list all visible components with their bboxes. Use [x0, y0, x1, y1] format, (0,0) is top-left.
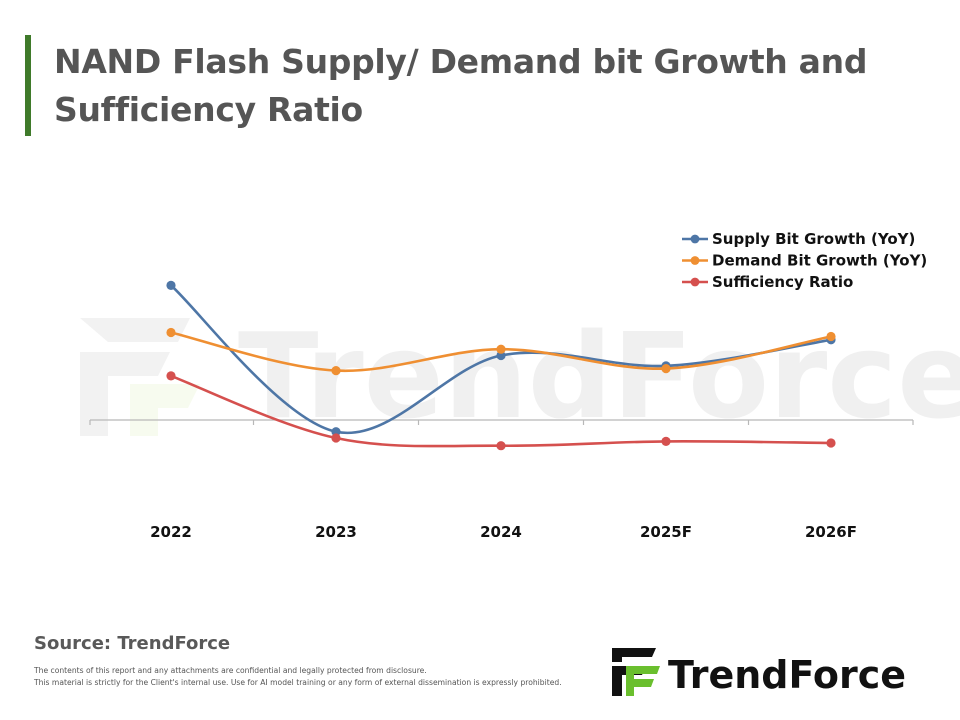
trendforce-logo: TrendForce: [612, 648, 906, 697]
watermark-logo-icon: [80, 318, 190, 342]
disclaimer-line-1: The contents of this report and any atta…: [34, 666, 427, 675]
legend-label-demand-bit-growth: Demand Bit Growth (YoY): [712, 252, 927, 270]
legend-marker-supply-bit-growth: [690, 234, 700, 244]
demand-bit-growth-point: [331, 366, 341, 376]
sufficiency-ratio-point: [166, 371, 176, 381]
watermark-text: TrendForce: [238, 307, 960, 445]
line-chart: TrendForce 2022 2023 2024 2025F 2026F Supply…: [80, 230, 960, 541]
demand-bit-growth-point: [661, 364, 671, 374]
source-note: Source: TrendForce: [34, 633, 231, 654]
supply-bit-growth-point: [166, 280, 176, 290]
x-tick-label: 2022: [150, 523, 192, 541]
sufficiency-ratio-point: [496, 441, 506, 451]
logo-mark-icon: [626, 666, 660, 696]
demand-bit-growth-point: [496, 344, 506, 354]
title-accent-bar: [25, 35, 31, 136]
brand-name: TrendForce: [668, 653, 906, 697]
x-tick-label: 2025F: [640, 523, 692, 541]
watermark-logo-icon: [130, 384, 200, 436]
x-tick-label: 2026F: [805, 523, 857, 541]
legend-label-sufficiency-ratio: Sufficiency Ratio: [712, 273, 853, 291]
demand-bit-growth-point: [166, 327, 176, 338]
x-tick-label: 2024: [480, 523, 522, 541]
demand-bit-growth-point: [826, 331, 836, 342]
watermark-logo-icon: [80, 352, 170, 436]
x-tick-label: 2023: [315, 523, 357, 541]
supply-bit-growth-line: [169, 284, 833, 435]
disclaimer-line-2: This material is strictly for the Client…: [34, 678, 562, 687]
series-points: [166, 280, 836, 451]
legend: Supply Bit Growth (YoY) Demand Bit Growth…: [682, 230, 927, 291]
supply-bit-growth-point: [496, 350, 506, 361]
sufficiency-ratio-point: [826, 438, 836, 448]
trendforce-watermark: TrendForce: [80, 307, 960, 445]
legend-label-supply-bit-growth: Supply Bit Growth (YoY): [712, 230, 915, 248]
sufficiency-ratio-point: [331, 433, 341, 443]
supply-bit-growth-point: [331, 427, 341, 437]
chart-title: NAND Flash Supply/ Demand bit Growth and…: [54, 42, 868, 129]
logo-mark-icon: [612, 648, 656, 662]
legend-marker-sufficiency-ratio: [690, 277, 700, 287]
x-tick-labels: 2022 2023 2024 2025F 2026F: [150, 523, 857, 541]
sufficiency-ratio-point: [661, 436, 671, 446]
x-axis: [89, 419, 914, 425]
legend-marker-demand-bit-growth: [690, 256, 700, 265]
